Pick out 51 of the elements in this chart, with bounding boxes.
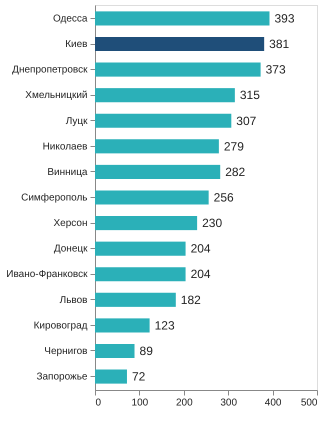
bar xyxy=(95,190,209,205)
y-tick-label: Луцк xyxy=(66,116,88,127)
data-label: 373 xyxy=(266,62,286,77)
bar xyxy=(95,267,186,282)
bar xyxy=(95,164,220,179)
data-label: 89 xyxy=(140,344,154,358)
y-tick-label: Запорожье xyxy=(36,372,88,383)
bar xyxy=(95,36,264,52)
x-tick-label: 200 xyxy=(176,398,194,408)
y-tick-label: Симферополь xyxy=(21,192,88,204)
y-tick-label: Ивано-Франковск xyxy=(6,269,88,280)
data-label: 393 xyxy=(274,11,295,26)
y-tick-label: Винница xyxy=(47,166,88,178)
x-tick-label: 300 xyxy=(220,398,238,408)
bar xyxy=(95,11,270,26)
x-tick-label: 500 xyxy=(300,398,318,408)
y-tick-label: Хмельницкий xyxy=(25,90,88,102)
bar xyxy=(95,216,198,230)
bar xyxy=(95,88,235,102)
x-tick-label: 400 xyxy=(264,398,282,408)
data-label: 381 xyxy=(269,37,290,52)
bar xyxy=(95,242,186,256)
y-tick-label: Львов xyxy=(60,294,88,306)
data-label: 256 xyxy=(214,190,234,204)
y-tick-label: Киев xyxy=(65,39,88,50)
data-label: 279 xyxy=(224,139,244,154)
bar xyxy=(95,344,135,358)
y-tick-label: Херсон xyxy=(54,218,88,230)
y-tick-label: Николаев xyxy=(42,141,88,152)
data-label: 204 xyxy=(190,242,211,256)
data-label: 307 xyxy=(236,114,257,128)
y-tick-label: Одесса xyxy=(52,13,88,24)
y-tick-label: Чернигов xyxy=(44,346,88,357)
data-label: 230 xyxy=(202,216,222,230)
bar xyxy=(95,139,219,154)
y-tick-label: Днепропетровск xyxy=(12,64,88,76)
data-label: 123 xyxy=(154,318,175,332)
y-tick-label: Донецк xyxy=(54,244,88,255)
bar xyxy=(95,370,127,384)
bar xyxy=(95,292,176,307)
data-label: 315 xyxy=(240,88,260,102)
data-label: 282 xyxy=(225,164,246,179)
data-label: 72 xyxy=(132,370,146,384)
bar xyxy=(95,114,232,128)
bar xyxy=(95,318,150,332)
bar xyxy=(95,62,261,77)
x-tick-label: 0 xyxy=(96,398,102,408)
x-tick-label: 100 xyxy=(132,398,149,408)
data-label: 182 xyxy=(180,292,202,307)
data-label: 204 xyxy=(190,267,211,282)
y-tick-label: Кировоград xyxy=(34,320,88,332)
